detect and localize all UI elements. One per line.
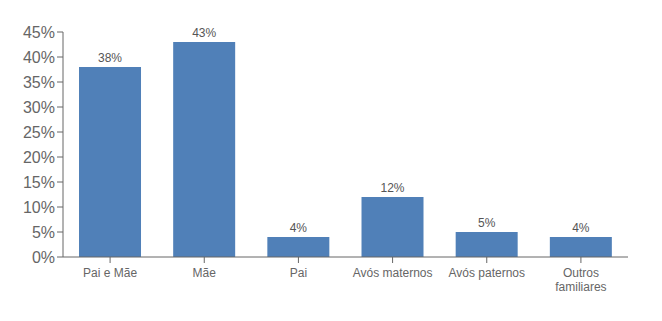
svg-text:30%: 30% [23, 99, 55, 116]
svg-text:Mãe: Mãe [193, 266, 217, 280]
svg-text:10%: 10% [23, 199, 55, 216]
svg-text:Outrosfamiliares: Outrosfamiliares [555, 266, 606, 294]
svg-text:20%: 20% [23, 149, 55, 166]
svg-text:Avós paternos: Avós paternos [449, 266, 526, 280]
svg-text:43%: 43% [192, 26, 216, 40]
svg-text:0%: 0% [32, 249, 55, 266]
svg-text:4%: 4% [572, 221, 590, 235]
svg-text:Avós maternos: Avós maternos [353, 266, 433, 280]
svg-text:38%: 38% [98, 51, 122, 65]
svg-text:5%: 5% [32, 224, 55, 241]
svg-text:4%: 4% [290, 221, 308, 235]
svg-text:Pai: Pai [290, 266, 307, 280]
svg-text:35%: 35% [23, 74, 55, 91]
svg-text:45%: 45% [23, 24, 55, 41]
svg-text:5%: 5% [478, 216, 496, 230]
svg-text:Pai e Mãe: Pai e Mãe [83, 266, 137, 280]
svg-text:40%: 40% [23, 49, 55, 66]
svg-text:15%: 15% [23, 174, 55, 191]
svg-text:12%: 12% [380, 181, 404, 195]
svg-text:25%: 25% [23, 124, 55, 141]
